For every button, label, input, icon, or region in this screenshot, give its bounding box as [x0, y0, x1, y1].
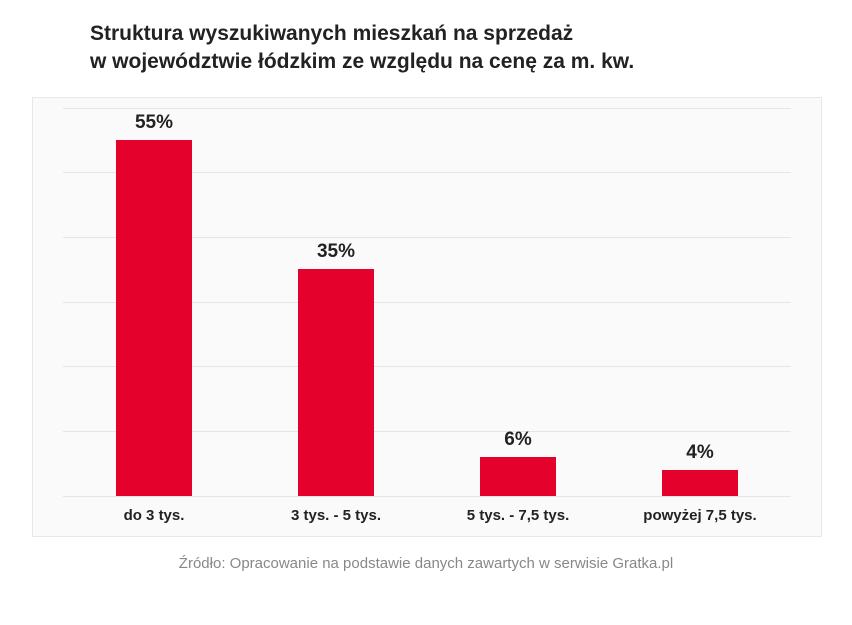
chart-container: 55% 35% 6% 4% do 3 tys.3 tys. - 5 tys.5 tys… — [32, 97, 822, 537]
bars-area: 55% 35% 6% 4% — [63, 108, 791, 496]
chart-title-line2: w województwie łódzkim ze względu na cen… — [90, 48, 822, 76]
x-axis-label: do 3 tys. — [63, 507, 245, 524]
x-axis-label: 3 tys. - 5 tys. — [245, 507, 427, 524]
chart-title-line1: Struktura wyszukiwanych mieszkań na sprz… — [90, 20, 822, 48]
bar — [116, 140, 192, 496]
source-text: Źródło: Opracowanie na podstawie danych … — [30, 555, 822, 572]
bar-value-label: 55% — [135, 112, 173, 134]
x-axis: do 3 tys.3 tys. - 5 tys.5 tys. - 7,5 tys… — [63, 496, 791, 536]
bar — [298, 269, 374, 495]
chart-title: Struktura wyszukiwanych mieszkań na sprz… — [90, 20, 822, 77]
bar-group: 4% — [609, 108, 791, 496]
bar-group: 35% — [245, 108, 427, 496]
bar-group: 6% — [427, 108, 609, 496]
bar-value-label: 35% — [317, 241, 355, 263]
bar-group: 55% — [63, 108, 245, 496]
bar — [480, 457, 556, 496]
bar — [662, 470, 738, 496]
bar-value-label: 6% — [504, 429, 531, 451]
plot-area: 55% 35% 6% 4% — [63, 108, 791, 496]
bar-value-label: 4% — [686, 442, 713, 464]
x-axis-label: 5 tys. - 7,5 tys. — [427, 507, 609, 524]
x-axis-label: powyżej 7,5 tys. — [609, 507, 791, 524]
